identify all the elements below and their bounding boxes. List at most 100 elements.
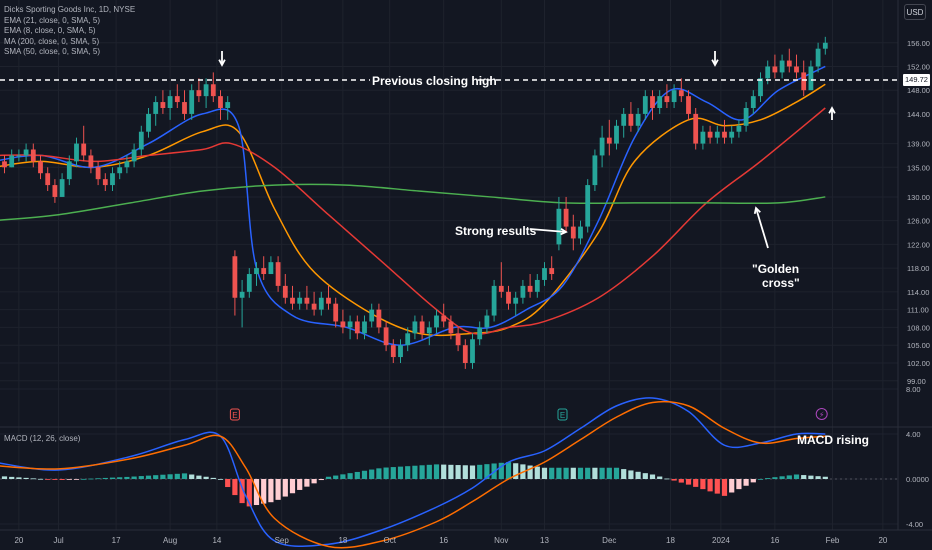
- candle: [426, 321, 432, 346]
- candle: [30, 143, 36, 168]
- macd-histogram-bar: [124, 476, 130, 479]
- candle: [779, 54, 785, 79]
- time-axis-label: 18: [338, 536, 347, 545]
- macd-histogram-bar: [534, 466, 540, 479]
- candle: [182, 90, 187, 120]
- price-axis-label: 152.00: [907, 62, 930, 71]
- candle-body: [650, 96, 655, 108]
- macd-histogram-bar: [268, 479, 274, 503]
- candle-body: [23, 149, 29, 156]
- candle-body: [585, 185, 591, 227]
- golden-cross-annotation-line2: cross": [762, 276, 800, 290]
- candle-body: [38, 161, 43, 174]
- macd-histogram-bar: [700, 479, 706, 490]
- candle: [729, 125, 735, 144]
- candle: [160, 90, 166, 114]
- candle-body: [498, 285, 504, 292]
- candle-body: [765, 66, 771, 79]
- candle-body: [707, 131, 713, 138]
- candle: [88, 149, 94, 174]
- macd-histogram-bar: [649, 474, 656, 479]
- macd-histogram-bar: [808, 475, 814, 479]
- macd-axis-label: -4.00: [906, 520, 923, 529]
- macd-histogram-bar: [412, 465, 418, 479]
- macd-histogram-bar: [772, 477, 778, 479]
- candle: [297, 291, 303, 310]
- candle: [376, 303, 382, 334]
- macd-histogram-bar: [693, 479, 699, 487]
- macd-histogram-bar: [81, 478, 87, 480]
- macd-histogram-bar: [138, 476, 144, 479]
- candle-body: [794, 66, 799, 73]
- candle: [498, 262, 504, 298]
- time-axis-label: 16: [770, 536, 779, 545]
- candle: [232, 250, 238, 316]
- candle-body: [678, 90, 684, 97]
- candle-body: [254, 268, 259, 275]
- macd-histogram-bar: [369, 469, 375, 479]
- macd-histogram-bar: [469, 465, 476, 479]
- candle: [261, 256, 267, 280]
- candle: [110, 167, 115, 192]
- macd-histogram-bar: [23, 477, 29, 479]
- candle: [9, 149, 15, 168]
- candle-body: [714, 131, 720, 138]
- price-axis-label: 102.00: [907, 359, 930, 368]
- earnings-marker: E: [229, 408, 240, 421]
- candle: [621, 107, 627, 138]
- sma50-line: [0, 107, 826, 335]
- macd-histogram-bar: [714, 479, 720, 494]
- candle-body: [549, 268, 555, 275]
- time-axis-label: Feb: [826, 536, 840, 545]
- candle-body: [534, 279, 540, 292]
- macd-histogram-bar: [340, 474, 346, 479]
- candle: [254, 262, 259, 286]
- candle-body: [74, 143, 79, 162]
- macd-histogram-bar: [145, 475, 152, 479]
- time-axis-label: 14: [212, 536, 221, 545]
- price-axis-label: 122.00: [907, 240, 930, 249]
- candle-body: [369, 309, 375, 322]
- ma200-line: [0, 183, 826, 221]
- macd-histogram-bar: [289, 479, 296, 494]
- candle: [477, 321, 483, 346]
- candle-body: [786, 60, 792, 67]
- candle: [333, 297, 339, 328]
- time-axis-label: 20: [14, 536, 23, 545]
- current-price-tag: 149.72: [903, 74, 930, 86]
- macd-histogram-bar: [462, 465, 468, 479]
- candle: [225, 96, 231, 120]
- candle-body: [160, 102, 166, 108]
- candle-body: [354, 321, 360, 334]
- down-arrow-december: [711, 51, 719, 67]
- candle: [218, 90, 223, 120]
- macd-histogram-bar: [95, 478, 101, 480]
- price-axis-label: 148.00: [907, 86, 930, 95]
- candle-body: [426, 327, 432, 334]
- candle-body: [376, 309, 382, 328]
- candle-body: [88, 155, 94, 168]
- macd-legend: MACD (12, 26, close): [4, 434, 81, 443]
- macd-histogram-bar: [527, 465, 533, 479]
- candle: [405, 327, 411, 352]
- candle-body: [628, 113, 634, 126]
- candle-body: [318, 297, 324, 310]
- currency-button[interactable]: USD: [904, 4, 926, 20]
- time-axis-label: Sep: [275, 536, 290, 545]
- candle-body: [218, 96, 223, 108]
- macd-histogram-bar: [203, 476, 209, 479]
- macd-histogram-bar: [210, 477, 216, 479]
- candle: [117, 161, 123, 180]
- candle: [448, 315, 454, 340]
- time-axis-label: Nov: [494, 536, 508, 545]
- candle-body: [808, 66, 814, 91]
- candle-body: [117, 167, 123, 174]
- candle: [124, 155, 130, 174]
- candle: [434, 309, 439, 334]
- candle-body: [174, 96, 180, 103]
- candle-body: [606, 137, 612, 144]
- macd-histogram-bar: [297, 479, 303, 490]
- candle: [722, 119, 727, 144]
- macd-histogram-bar: [664, 478, 670, 480]
